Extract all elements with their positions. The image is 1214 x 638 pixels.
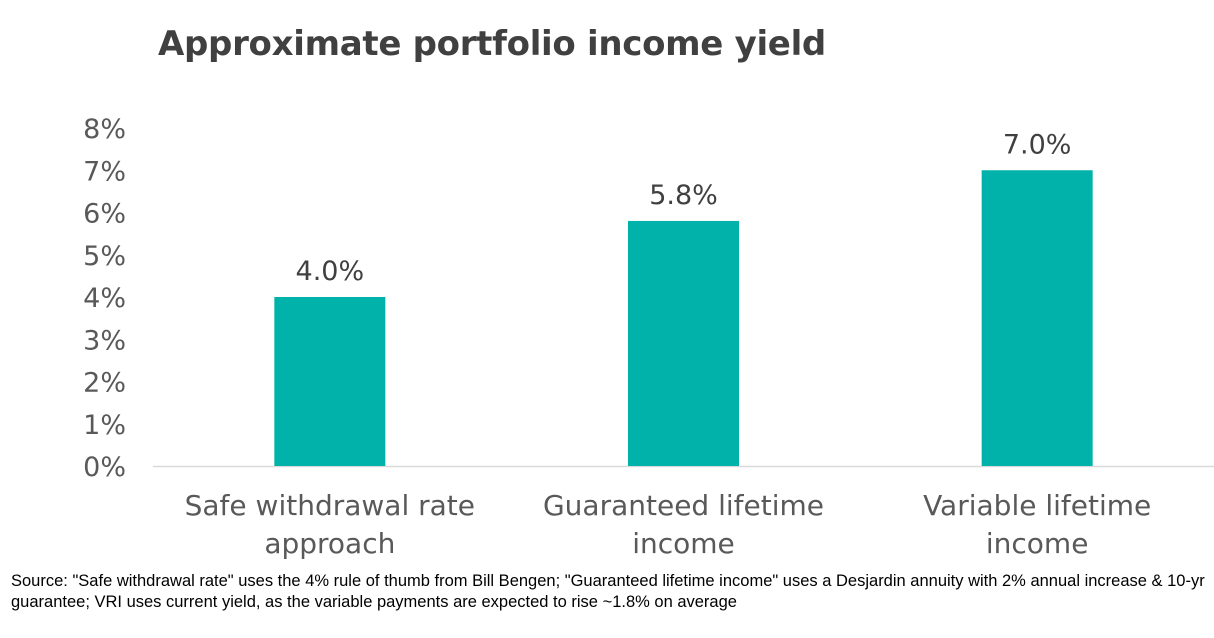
chart-title: Approximate portfolio income yield [158, 24, 826, 64]
y-tick-label: 2% [83, 368, 126, 399]
y-tick-label: 5% [83, 241, 126, 272]
bar [628, 220, 739, 466]
source-note: Source: "Safe withdrawal rate" uses the … [11, 572, 1205, 611]
data-label: 7.0% [1003, 129, 1072, 160]
data-label: 4.0% [296, 256, 365, 287]
bar [274, 297, 386, 466]
bar [981, 170, 1093, 466]
category-label: Safe withdrawal rate [185, 489, 475, 522]
category-label: approach [264, 527, 395, 560]
category-label: Guaranteed lifetime [543, 489, 824, 522]
category-labels-group: Safe withdrawal rate approach Guaranteed l… [185, 489, 1152, 560]
y-tick-label: 8% [83, 114, 126, 145]
bars-group [274, 170, 1093, 466]
data-label: 5.8% [649, 180, 718, 211]
y-tick-label: 0% [83, 452, 126, 483]
y-tick-label: 6% [83, 199, 126, 230]
category-label: Variable lifetime [923, 489, 1151, 522]
category-label: income [986, 527, 1089, 560]
data-labels-group: 4.0% 5.8% 7.0% [296, 129, 1072, 287]
category-label: income [632, 527, 735, 560]
y-tick-label: 7% [83, 156, 126, 187]
y-tick-label: 4% [83, 283, 126, 314]
y-tick-label: 1% [83, 410, 126, 441]
y-axis-ticks: 0% 1% 2% 3% 4% 5% 6% 7% 8% [83, 114, 126, 483]
y-tick-label: 3% [83, 325, 126, 356]
